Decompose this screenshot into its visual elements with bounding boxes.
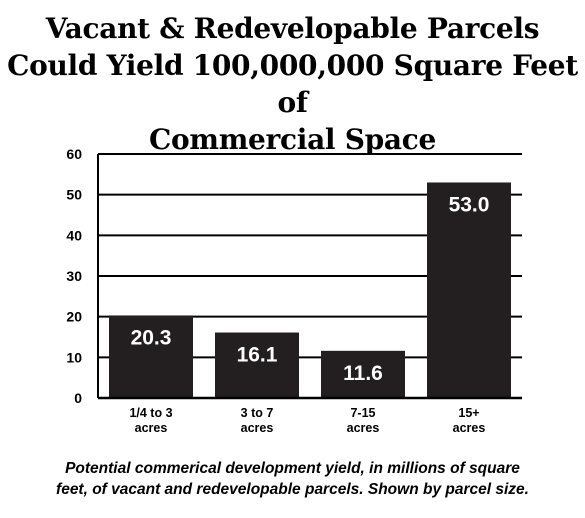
bar-data-label: 20.3 bbox=[131, 326, 172, 349]
y-tick-label: 20 bbox=[66, 309, 82, 325]
y-tick-label: 30 bbox=[66, 268, 82, 284]
x-tick-label: acres bbox=[135, 421, 168, 435]
y-tick-label: 50 bbox=[66, 187, 82, 203]
chart-title-line-2: Could Yield 100,000,000 Square Feet of bbox=[7, 49, 578, 119]
bar-data-label: 11.6 bbox=[343, 362, 383, 385]
x-tick-label: 1/4 to 3 bbox=[129, 406, 172, 420]
x-tick-label: acres bbox=[347, 421, 380, 435]
y-tick-label: 10 bbox=[66, 349, 82, 365]
chart-caption-line-2: feet, of vacant and redevelopable parcel… bbox=[56, 481, 529, 498]
y-tick-label: 0 bbox=[74, 390, 82, 406]
chart-caption: Potential commerical development yield, … bbox=[0, 458, 585, 500]
bar bbox=[427, 182, 511, 398]
bar bbox=[215, 332, 299, 398]
chart-caption-line-1: Potential commerical development yield, … bbox=[65, 460, 520, 477]
bar-data-label: 53.0 bbox=[449, 193, 490, 216]
bar bbox=[109, 315, 193, 398]
y-tick-label: 60 bbox=[66, 146, 82, 162]
chart-title-line-3: Commercial Space bbox=[149, 123, 436, 156]
x-tick-label: acres bbox=[453, 421, 486, 435]
x-tick-label: 7-15 bbox=[350, 406, 375, 420]
y-tick-label: 40 bbox=[66, 227, 82, 243]
x-tick-label: 15+ bbox=[458, 406, 479, 420]
chart-title: Vacant & Redevelopable Parcels Could Yie… bbox=[0, 10, 585, 158]
bar-data-label: 16.1 bbox=[237, 344, 278, 367]
chart-title-line-1: Vacant & Redevelopable Parcels bbox=[45, 12, 540, 45]
bar bbox=[321, 350, 405, 398]
x-tick-label: 3 to 7 bbox=[241, 406, 274, 420]
x-tick-label: acres bbox=[241, 421, 274, 435]
